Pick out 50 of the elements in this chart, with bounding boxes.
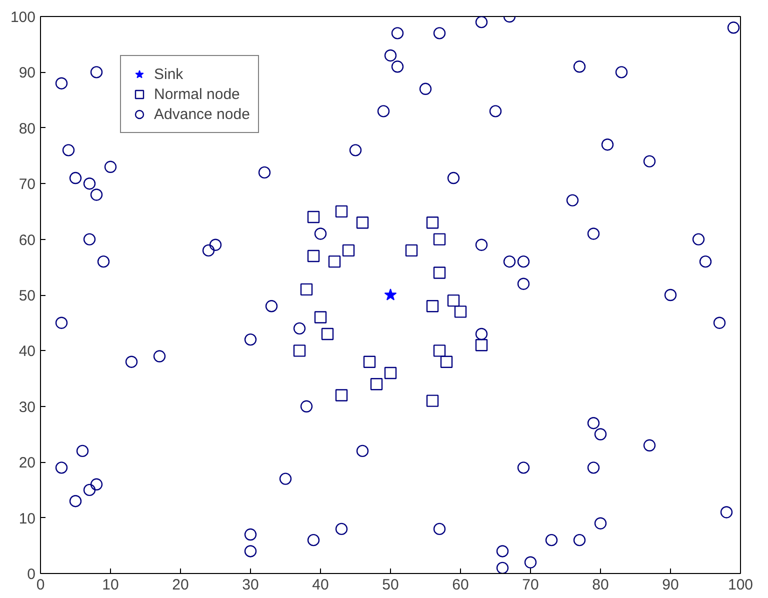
x-tick-label: 30 <box>242 576 259 594</box>
x-tick-label: 70 <box>522 576 539 594</box>
point <box>433 266 446 279</box>
y-tick-label: 100 <box>10 9 36 26</box>
legend-label: Advance node <box>154 106 250 122</box>
point <box>384 366 397 380</box>
x-tick-label: 80 <box>592 576 609 594</box>
point <box>447 294 460 307</box>
x-tick-label: 100 <box>728 576 754 594</box>
point <box>328 255 341 268</box>
y-tick-label: 90 <box>18 64 36 82</box>
point <box>370 378 383 390</box>
point <box>426 300 439 312</box>
point <box>314 311 327 324</box>
y-tick-label: 20 <box>18 454 36 472</box>
point <box>293 344 306 357</box>
point <box>426 394 439 407</box>
point <box>307 210 320 224</box>
point <box>405 244 418 257</box>
y-tick-label: 80 <box>18 120 36 138</box>
point <box>426 216 439 229</box>
x-tick-label: 40 <box>312 576 329 594</box>
x-tick-label: 10 <box>102 576 119 594</box>
point <box>321 328 334 340</box>
point <box>440 356 453 368</box>
point <box>300 283 313 296</box>
point <box>335 205 348 218</box>
y-tick-label: 70 <box>18 176 36 194</box>
x-tick-label: 20 <box>172 576 189 594</box>
point <box>342 244 355 257</box>
point <box>335 389 348 402</box>
y-tick-label: 0 <box>27 566 36 583</box>
legend-label: Normal node <box>154 86 240 102</box>
y-tick-label: 60 <box>18 232 36 249</box>
point <box>454 306 467 318</box>
point <box>307 250 320 262</box>
point <box>475 339 488 352</box>
legend-label: Sink <box>154 66 184 82</box>
y-tick-label: 10 <box>18 510 36 528</box>
point <box>433 344 446 357</box>
x-tick-label: 60 <box>452 576 469 594</box>
x-tick-label: 50 <box>382 576 399 594</box>
y-tick-label: 50 <box>18 288 36 304</box>
point <box>356 216 369 229</box>
point <box>433 233 446 246</box>
x-tick-label: 90 <box>662 576 679 594</box>
point <box>363 356 376 368</box>
y-tick-label: 40 <box>18 343 36 360</box>
point <box>384 288 397 300</box>
y-tick-label: 30 <box>18 398 36 416</box>
